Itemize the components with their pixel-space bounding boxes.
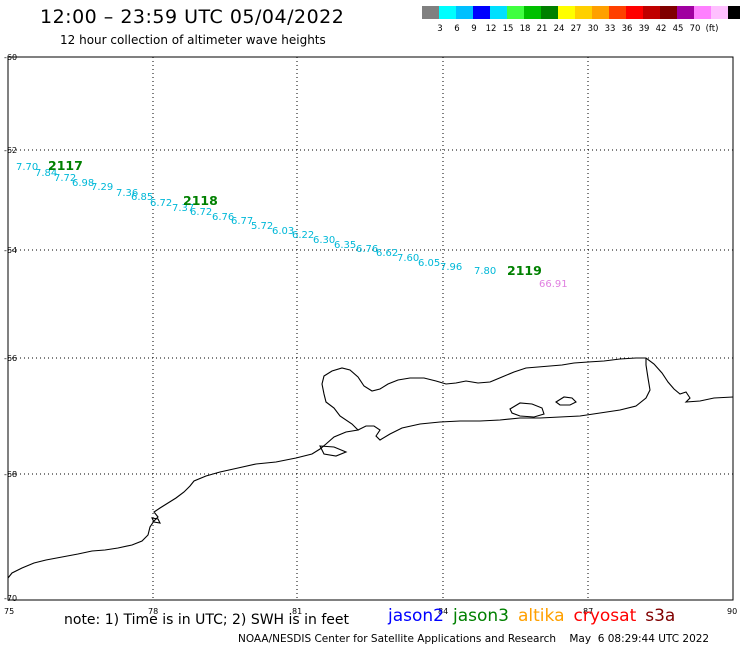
legend-swatch xyxy=(626,6,643,19)
swh-value-label: 6.76 xyxy=(356,244,378,255)
x-label: 87 xyxy=(583,607,593,616)
y-label: -62 xyxy=(4,146,17,155)
legend-label: 18 xyxy=(520,24,531,34)
satellite-name: s3a xyxy=(645,606,676,626)
swh-value-label: 6.72 xyxy=(150,198,172,209)
y-label: -64 xyxy=(4,246,17,255)
legend-label: 24 xyxy=(554,24,565,34)
swh-value-label: 6.62 xyxy=(376,248,398,259)
coastline xyxy=(7,357,734,579)
swh-value-label: 7.84 xyxy=(35,168,57,179)
legend-label: 12 xyxy=(486,24,497,34)
legend-label: 42 xyxy=(656,24,667,34)
legend-swatch xyxy=(456,6,473,19)
color-legend: 3 6 9 12 15 18 21 24 27 30 33 36 39 42 45 70 (ft) xyxy=(422,6,740,34)
swh-outlier-label: 66.91 xyxy=(539,279,568,290)
map-subtitle: 12 hour collection of altimeter wave hei… xyxy=(60,33,326,47)
note-text: note: 1) Time is in UTC; 2) SWH is in fe… xyxy=(64,612,350,628)
satellite-legend: jason2 jason3 altika cryosat s3a xyxy=(388,606,684,626)
satellite-name: altika xyxy=(518,606,565,626)
swh-value-label: 6.30 xyxy=(313,235,335,246)
map-title: 12:00 – 23:59 UTC 05/04/2022 xyxy=(40,6,345,28)
legend-swatch xyxy=(609,6,626,19)
legend-swatch xyxy=(473,6,490,19)
swh-value-label: 7.36 xyxy=(116,188,138,199)
satellite-name: jason2 xyxy=(388,606,444,626)
legend-swatch xyxy=(677,6,694,19)
x-label: 84 xyxy=(438,607,448,616)
satellite-name: jason3 xyxy=(453,606,509,626)
legend-label: 21 xyxy=(537,24,548,34)
swh-value-label: 6.03 xyxy=(272,226,294,237)
grid-lines xyxy=(8,57,733,600)
legend-swatch xyxy=(422,6,439,19)
satellite-name: cryosat xyxy=(573,606,637,626)
y-label: -70 xyxy=(4,594,17,603)
legend-swatch xyxy=(660,6,677,19)
legend-label: 27 xyxy=(571,24,582,34)
plot-frame xyxy=(7,56,734,601)
swh-value-label: 6.77 xyxy=(231,216,253,227)
legend-label: 9 xyxy=(471,24,476,34)
swh-value-label: 5.72 xyxy=(251,221,273,232)
legend-swatch xyxy=(711,6,728,19)
x-label: 81 xyxy=(292,607,302,616)
legend-label: 33 xyxy=(605,24,616,34)
legend-label: 30 xyxy=(588,24,599,34)
y-label: -68 xyxy=(4,470,17,479)
credit-line: NOAA/NESDIS Center for Satellite Applica… xyxy=(238,633,710,645)
swh-value-label: 6.35 xyxy=(334,240,356,251)
legend-label: 36 xyxy=(622,24,633,34)
swh-value-label: 7.29 xyxy=(91,182,113,193)
legend-label: 3 xyxy=(437,24,442,34)
swh-value-label: 6.22 xyxy=(292,230,314,241)
legend-swatch xyxy=(541,6,558,19)
legend-label: 70 xyxy=(690,24,701,34)
legend-swatch xyxy=(575,6,592,19)
legend-label: 6 xyxy=(454,24,459,34)
swh-value-label: 7.60 xyxy=(397,253,419,264)
track-number-label: 2119 xyxy=(507,263,542,278)
legend-label: 39 xyxy=(639,24,650,34)
legend-swatch xyxy=(524,6,541,19)
track-number-label: 2118 xyxy=(183,193,218,208)
x-label: 75 xyxy=(4,607,14,616)
legend-swatch xyxy=(439,6,456,19)
swh-value-label: 6.76 xyxy=(212,212,234,223)
y-label: -60 xyxy=(4,53,17,62)
swh-value-label: 7.72 xyxy=(54,173,76,184)
legend-swatch xyxy=(490,6,507,19)
legend-label: (ft) xyxy=(706,24,719,34)
y-label: -66 xyxy=(4,354,17,363)
swh-value-label: 7.70 xyxy=(16,162,38,173)
swh-value-label: 7.96 xyxy=(440,262,462,273)
swh-value-label: 6.05 xyxy=(418,258,440,269)
swh-value-label: 6.85 xyxy=(131,192,153,203)
legend-label: 15 xyxy=(503,24,514,34)
legend-swatch xyxy=(643,6,660,19)
legend-swatch xyxy=(694,6,711,19)
legend-swatch xyxy=(728,6,740,19)
x-label: 78 xyxy=(148,607,158,616)
swh-value-label: 6.72 xyxy=(190,207,212,218)
legend-swatch xyxy=(592,6,609,19)
swh-value-label: 7.37 xyxy=(172,203,194,214)
swh-markers: 7.707.847.726.987.297.366.856.72 7.376.72… xyxy=(16,162,568,290)
swh-value-label: 7.80 xyxy=(474,266,496,277)
swh-value-label: 6.98 xyxy=(72,178,94,189)
track-number-label: 2117 xyxy=(48,158,83,173)
legend-label: 45 xyxy=(673,24,684,34)
legend-swatch xyxy=(507,6,524,19)
legend-swatch xyxy=(558,6,575,19)
x-label: 90 xyxy=(727,607,737,616)
track-labels: 2117 2118 2119 xyxy=(48,158,542,278)
